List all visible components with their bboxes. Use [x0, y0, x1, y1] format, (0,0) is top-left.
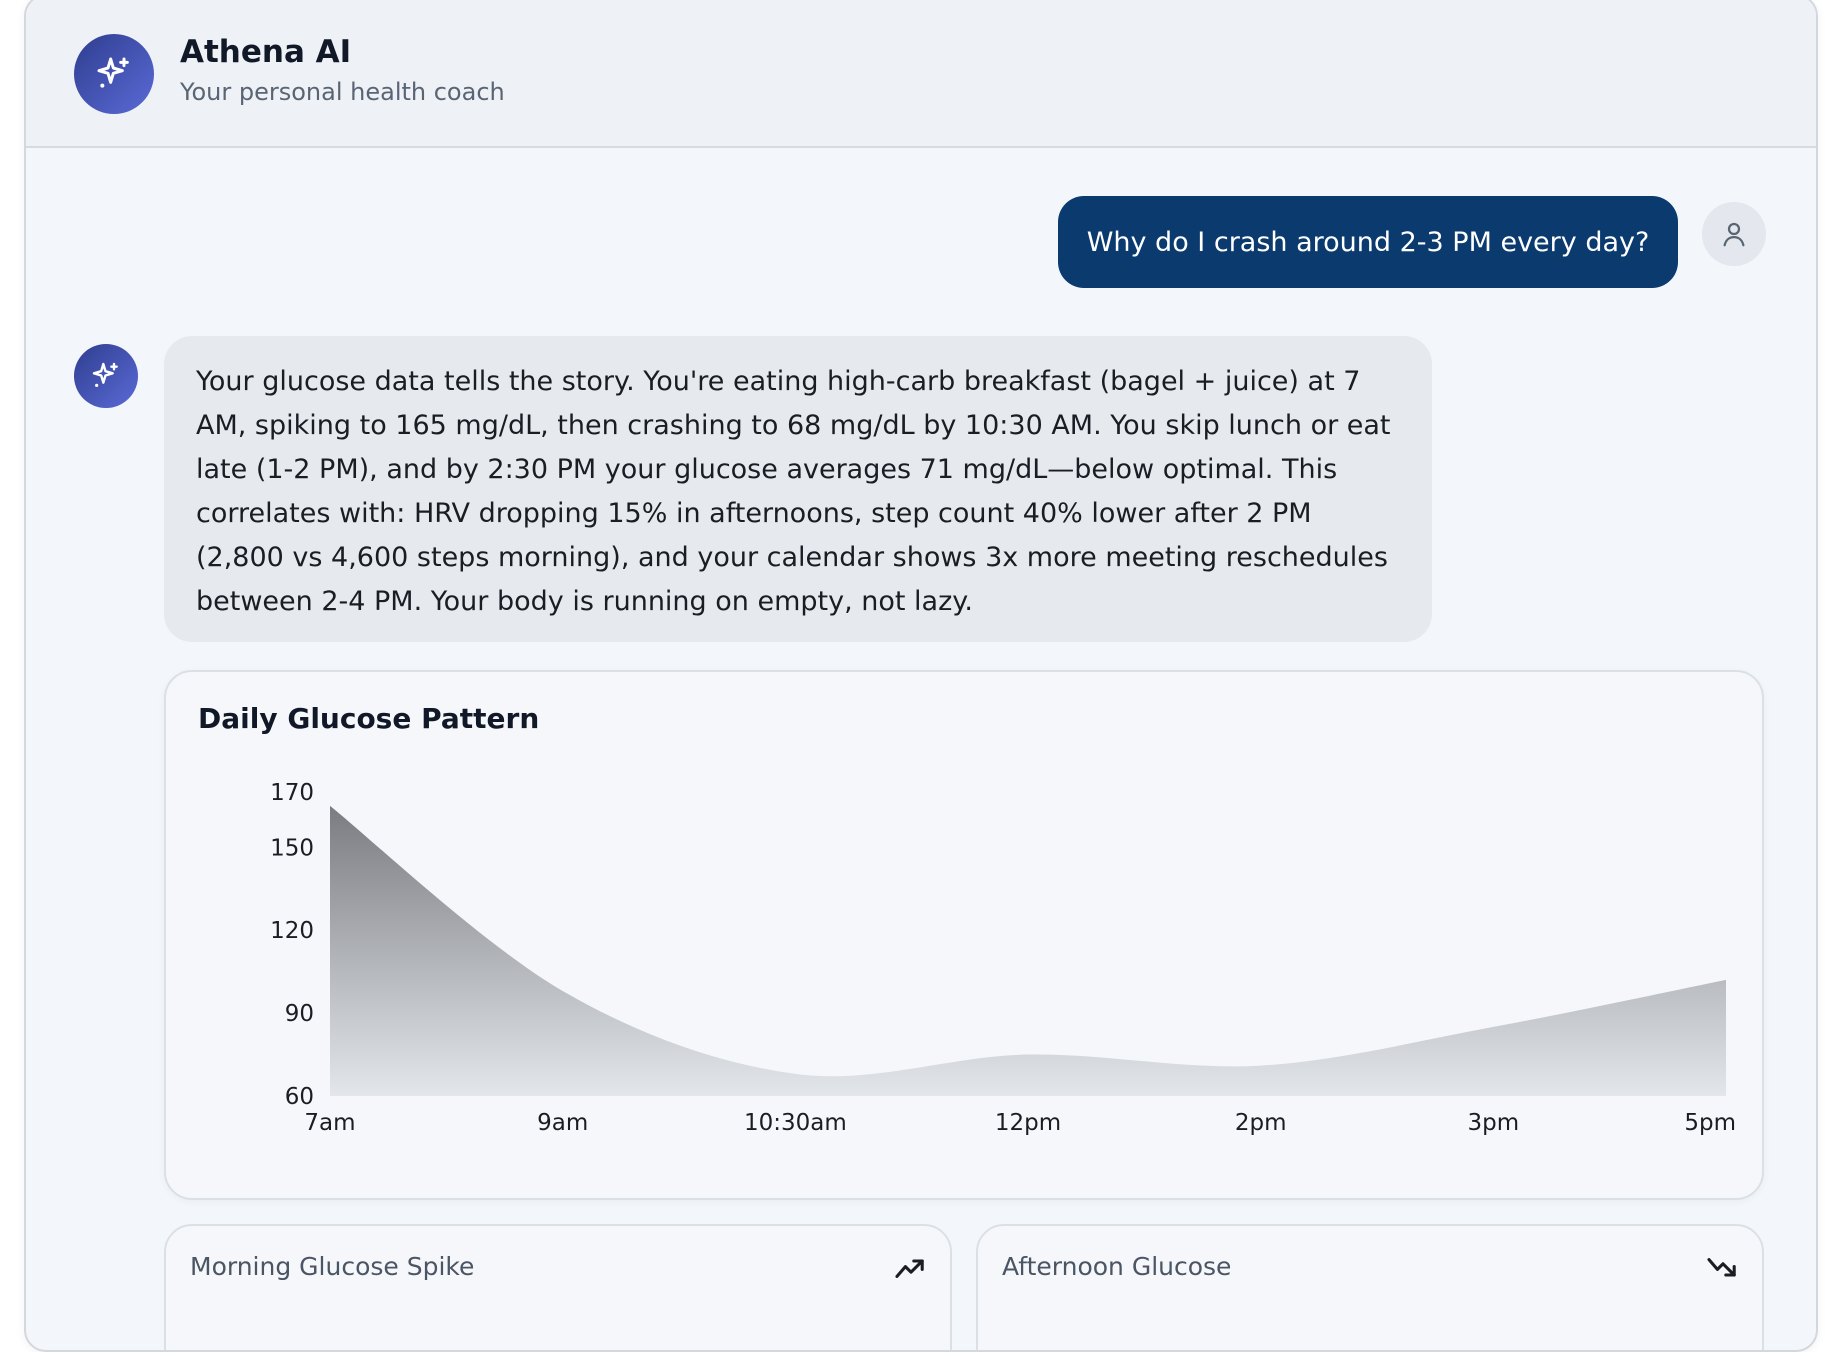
- x-tick-label: 9am: [537, 1110, 588, 1136]
- app-subtitle: Your personal health coach: [180, 78, 505, 106]
- sparkle-icon: [97, 57, 129, 88]
- glucose-chart-card: Daily Glucose Pattern 60 90 120 150 170 7am 9a…: [164, 670, 1764, 1200]
- chat-header: Athena AI Your personal health coach: [26, 0, 1816, 148]
- user-avatar[interactable]: [1702, 202, 1766, 266]
- trending-down-icon: [1707, 1258, 1736, 1277]
- y-tick-label: 60: [285, 1084, 314, 1110]
- y-tick-label: 90: [285, 1001, 314, 1027]
- user-icon: [1723, 222, 1745, 247]
- sparkle-icon: [92, 362, 118, 387]
- y-tick-label: 170: [270, 780, 314, 806]
- y-tick-label: 120: [270, 918, 314, 944]
- glucose-area: [330, 805, 1726, 1096]
- stat-label: Morning Glucose Spike: [190, 1252, 475, 1281]
- chart-title: Daily Glucose Pattern: [198, 702, 540, 735]
- stat-label: Afternoon Glucose: [1002, 1252, 1232, 1281]
- assistant-avatar: [74, 344, 138, 408]
- user-message-bubble: Why do I crash around 2-3 PM every day?: [1058, 196, 1678, 288]
- glucose-area-chart: 60 90 120 150 170 7am 9am 10:30am 12pm 2pm 3pm 5pm: [270, 780, 1736, 1136]
- app-title: Athena AI: [180, 34, 352, 70]
- assistant-message-bubble: Your glucose data tells the story. You'r…: [164, 336, 1432, 642]
- app-window: Athena AI Your personal health coach Why…: [24, 0, 1818, 1352]
- x-tick-label: 5pm: [1684, 1110, 1736, 1136]
- x-tick-label: 3pm: [1468, 1110, 1520, 1136]
- assistant-logo: [74, 34, 154, 114]
- trending-up-icon: [895, 1259, 924, 1278]
- x-tick-label: 10:30am: [744, 1110, 847, 1136]
- y-tick-label: 150: [270, 835, 314, 861]
- afternoon-glucose-card[interactable]: Afternoon Glucose: [976, 1224, 1764, 1350]
- x-tick-label: 2pm: [1235, 1110, 1287, 1136]
- morning-spike-card[interactable]: Morning Glucose Spike: [164, 1224, 952, 1350]
- x-tick-label: 12pm: [995, 1110, 1061, 1136]
- x-tick-label: 7am: [304, 1110, 355, 1136]
